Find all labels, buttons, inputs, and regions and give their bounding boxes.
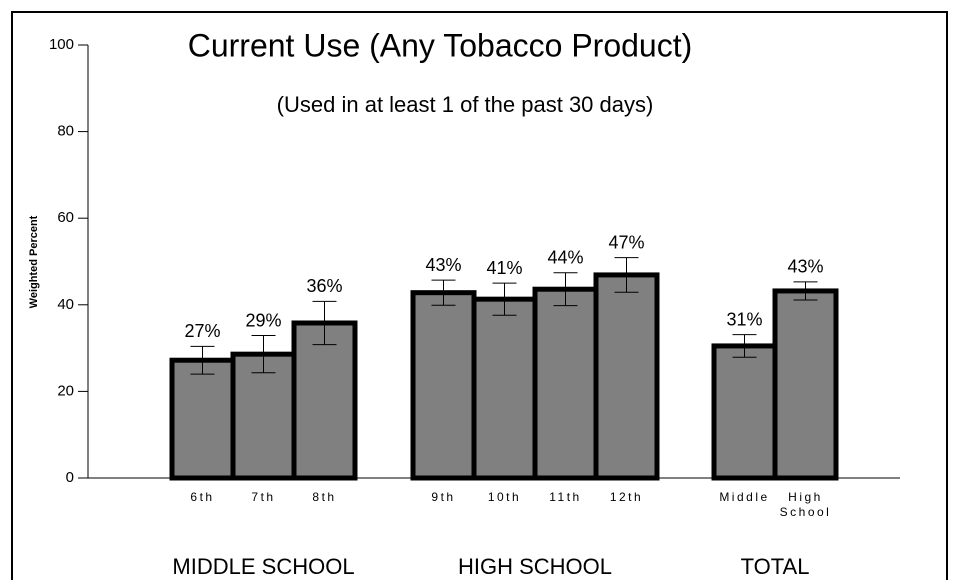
group-label: HIGH SCHOOL [458, 554, 612, 579]
bar [291, 320, 358, 481]
bar [532, 286, 599, 481]
chart-subtitle: (Used in at least 1 of the past 30 days) [277, 92, 654, 117]
group-label: MIDDLE SCHOOL [172, 554, 354, 579]
bar [711, 343, 778, 481]
x-tick-label: 12th [609, 490, 644, 504]
bar [772, 288, 839, 481]
value-label: 31% [726, 309, 762, 329]
value-label: 43% [425, 255, 461, 275]
group-label: TOTAL [741, 554, 810, 579]
x-tick-label: 10th [487, 490, 522, 504]
y-tick-label: 0 [66, 469, 74, 486]
value-label: 47% [608, 232, 644, 252]
frame [11, 11, 948, 580]
value-label: 41% [486, 258, 522, 278]
chart-title: Current Use (Any Tobacco Product) [188, 27, 693, 63]
bar [410, 290, 477, 481]
x-tick-label: 11th [549, 490, 582, 504]
bar [169, 357, 236, 481]
value-label: 44% [547, 248, 583, 268]
value-label: 29% [245, 310, 281, 330]
y-tick-label: 80 [57, 123, 74, 140]
y-tick-label: 60 [57, 209, 74, 226]
x-tick-label: 9th [431, 490, 456, 504]
y-axis-label: Weighted Percent [28, 215, 40, 308]
x-tick-label: 8th [312, 490, 337, 504]
x-tick-label: 7th [251, 490, 276, 504]
x-tick-label: 6th [190, 490, 215, 504]
y-tick-label: 100 [49, 36, 74, 53]
y-tick-label: 40 [57, 296, 74, 313]
x-tick-label: High School [779, 490, 832, 519]
bar [593, 272, 660, 481]
value-label: 43% [787, 257, 823, 277]
bar [471, 296, 538, 481]
value-label: 27% [184, 321, 220, 341]
value-label: 36% [306, 276, 342, 296]
y-tick-label: 20 [57, 382, 74, 399]
x-tick-label: Middle [719, 490, 770, 504]
